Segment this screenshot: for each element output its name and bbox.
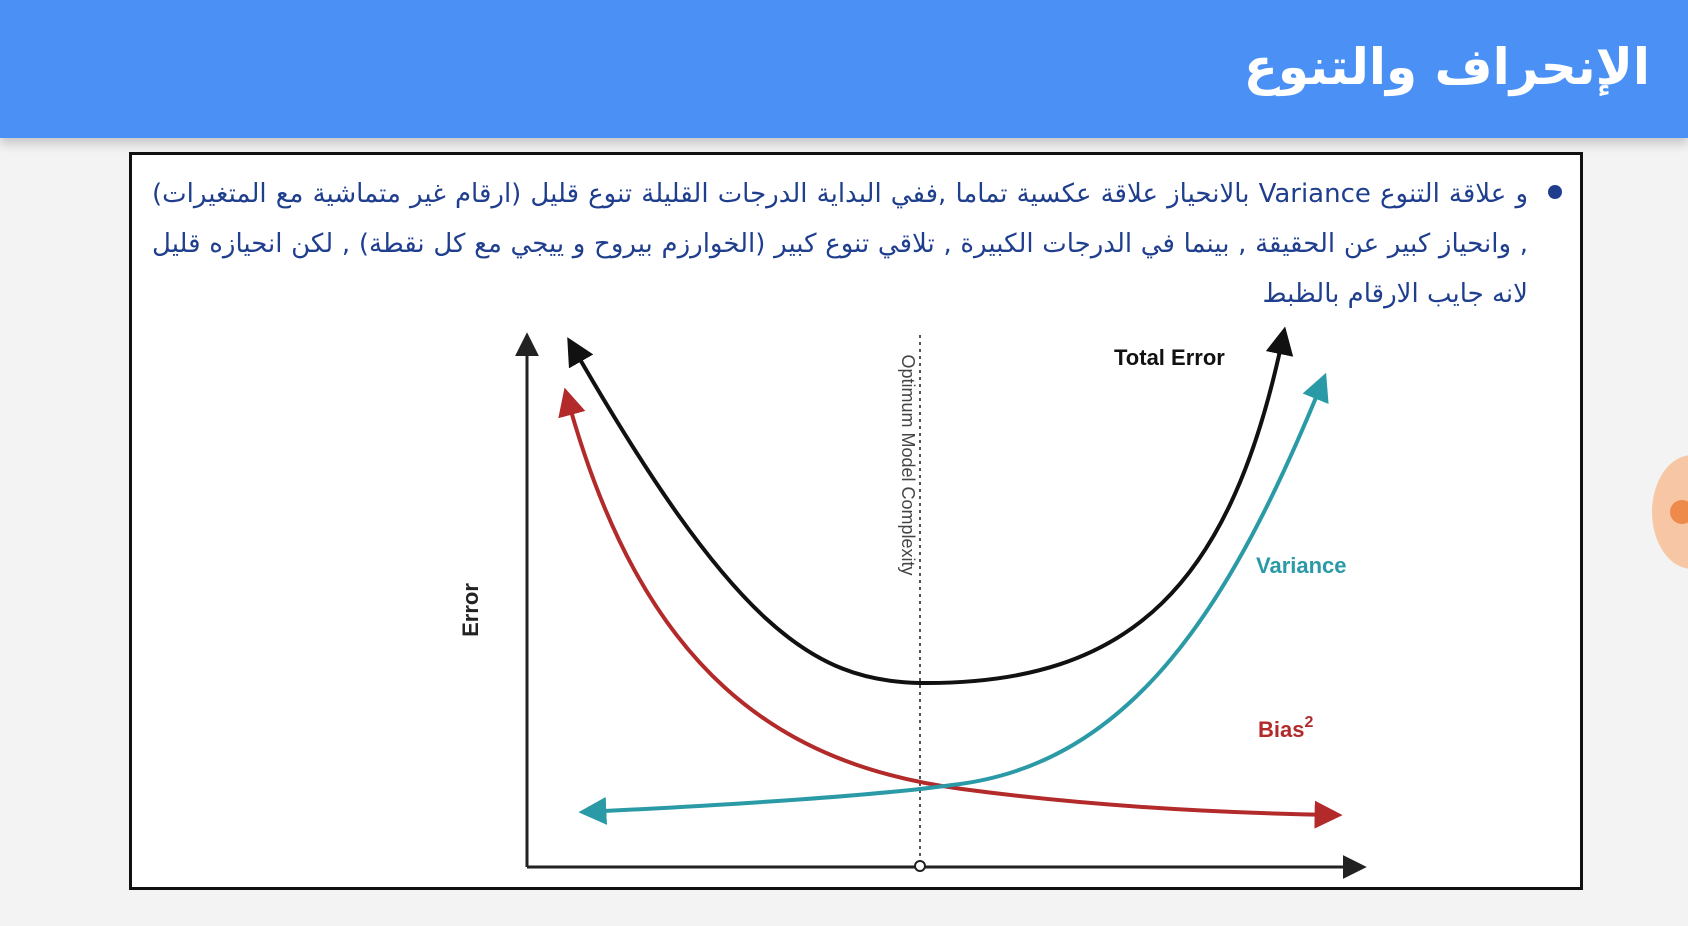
optimum-label: Optimum Model Complexity: [898, 354, 918, 575]
bias-label-text: Bias: [1258, 717, 1304, 742]
bullet-dot-icon: [1548, 185, 1562, 199]
y-axis-label: Error: [458, 583, 483, 637]
total-error-label: Total Error: [1114, 345, 1225, 370]
bullet-text: و علاقة التنوع Variance بالانحياز علاقة …: [152, 179, 1528, 309]
variance-curve: [578, 372, 1329, 825]
bias-curve: [558, 387, 1343, 829]
variance-label: Variance: [1256, 553, 1347, 578]
bias-label: Bias2: [1258, 714, 1313, 742]
side-navigation-dot-icon: [1670, 500, 1688, 524]
optimum-marker: [914, 860, 926, 872]
title-bar: الإنحراف والتنوع: [0, 0, 1688, 138]
bias-label-exponent: 2: [1304, 714, 1313, 731]
total-error-curve: [567, 326, 1294, 686]
content-box: و علاقة التنوع Variance بالانحياز علاقة …: [129, 152, 1583, 890]
bias-variance-diagram: Total Error Variance Bias2 Error Optimum…: [458, 326, 1367, 879]
slide-title: الإنحراف والتنوع: [1243, 38, 1650, 96]
